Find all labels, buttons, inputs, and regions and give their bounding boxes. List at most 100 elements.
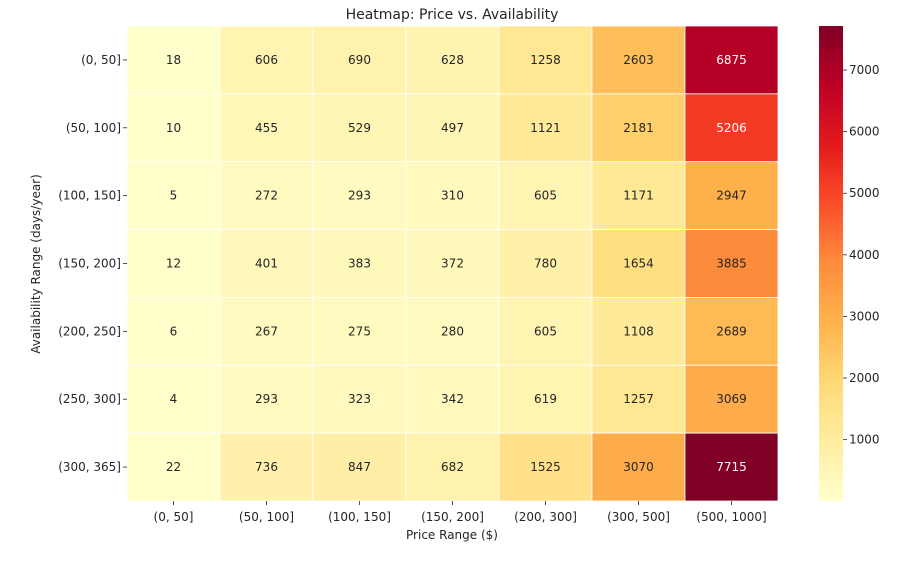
y-tick-label: (50, 100] bbox=[66, 121, 121, 135]
heatmap-cell bbox=[126, 25, 221, 95]
cell-value-label: 1171 bbox=[623, 189, 654, 203]
heatmap-cell bbox=[684, 93, 779, 163]
cell-value-label: 6 bbox=[170, 324, 178, 338]
colorbar-tick-label: 3000 bbox=[849, 309, 880, 323]
cell-value-label: 18 bbox=[166, 53, 181, 67]
cell-value-label: 497 bbox=[441, 121, 464, 135]
cell-value-label: 383 bbox=[348, 257, 371, 271]
heatmap-cell bbox=[219, 364, 314, 434]
y-tick-label: (150, 200] bbox=[58, 257, 121, 271]
heatmap-cell bbox=[312, 25, 407, 95]
heatmap-cell bbox=[591, 161, 686, 230]
cell-value-label: 1108 bbox=[623, 324, 654, 338]
x-axis-ticks: (0, 50] (50, 100] (100, 150] (150, 200] (200… bbox=[154, 501, 767, 524]
heatmap-cell bbox=[591, 93, 686, 163]
cell-value-label: 6875 bbox=[716, 53, 747, 67]
heatmap-cell bbox=[312, 161, 407, 230]
cell-value-label: 323 bbox=[348, 392, 371, 406]
cell-value-label: 628 bbox=[441, 53, 464, 67]
heatmap-cell bbox=[126, 432, 221, 502]
heatmap-cell bbox=[684, 229, 779, 298]
heatmap-cell bbox=[498, 364, 593, 434]
heatmap-cell bbox=[219, 25, 314, 95]
colorbar-tick-label: 2000 bbox=[849, 371, 880, 385]
cell-value-label: 293 bbox=[348, 189, 371, 203]
x-tick-label: (300, 500] bbox=[607, 510, 670, 524]
cell-value-label: 2603 bbox=[623, 53, 654, 67]
heatmap-cell bbox=[219, 229, 314, 298]
x-tick-label: (200, 300] bbox=[514, 510, 577, 524]
cell-value-label: 619 bbox=[534, 392, 557, 406]
cell-value-label: 342 bbox=[441, 392, 464, 406]
heatmap-cell bbox=[498, 25, 593, 95]
cell-value-label: 372 bbox=[441, 257, 464, 271]
y-tick-label: (300, 365] bbox=[58, 460, 121, 474]
heatmap-cell bbox=[312, 364, 407, 434]
cell-value-label: 272 bbox=[255, 189, 278, 203]
x-tick-label: (0, 50] bbox=[154, 510, 194, 524]
cell-value-label: 1525 bbox=[530, 460, 561, 474]
heatmap-cell bbox=[405, 25, 500, 95]
heatmap-cell bbox=[405, 364, 500, 434]
cell-value-label: 5 bbox=[170, 189, 178, 203]
cell-value-label: 605 bbox=[534, 189, 557, 203]
heatmap-cell bbox=[126, 364, 221, 434]
cell-value-label: 1121 bbox=[530, 121, 561, 135]
y-axis-label: Availability Range (days/year) bbox=[29, 174, 43, 354]
cell-value-label: 3069 bbox=[716, 392, 747, 406]
heatmap-cell bbox=[312, 93, 407, 163]
cell-value-label: 280 bbox=[441, 324, 464, 338]
cell-value-label: 455 bbox=[255, 121, 278, 135]
cell-value-label: 2947 bbox=[716, 189, 747, 203]
cell-value-label: 682 bbox=[441, 460, 464, 474]
cell-value-label: 3885 bbox=[716, 257, 747, 271]
cell-value-label: 293 bbox=[255, 392, 278, 406]
chart-title: Heatmap: Price vs. Availability bbox=[346, 7, 559, 23]
cell-value-label: 275 bbox=[348, 324, 371, 338]
heatmap-cell bbox=[312, 297, 407, 366]
cell-value-label: 606 bbox=[255, 53, 278, 67]
cell-value-label: 3070 bbox=[623, 460, 654, 474]
heatmap-cell bbox=[498, 93, 593, 163]
cell-value-label: 7715 bbox=[716, 460, 747, 474]
y-tick-label: (250, 300] bbox=[58, 392, 121, 406]
heatmap-cell bbox=[684, 432, 779, 502]
cell-value-label: 690 bbox=[348, 53, 371, 67]
cell-value-label: 4 bbox=[170, 392, 178, 406]
x-axis-label: Price Range ($) bbox=[406, 528, 498, 542]
heatmap-cell bbox=[405, 229, 500, 298]
cell-value-label: 5206 bbox=[716, 121, 747, 135]
heatmap-cell bbox=[312, 432, 407, 502]
cell-value-label: 267 bbox=[255, 324, 278, 338]
colorbar-tick-label: 6000 bbox=[849, 125, 880, 139]
x-tick-label: (50, 100] bbox=[239, 510, 294, 524]
colorbar bbox=[819, 26, 843, 501]
heatmap-cell bbox=[126, 161, 221, 230]
cell-value-label: 310 bbox=[441, 189, 464, 203]
colorbar-tick-label: 5000 bbox=[849, 186, 880, 200]
y-tick-label: (200, 250] bbox=[58, 324, 121, 338]
cell-value-label: 12 bbox=[166, 257, 181, 271]
cell-value-label: 2689 bbox=[716, 324, 747, 338]
y-axis-ticks: (0, 50] (50, 100] (100, 150] (150, 200] (200… bbox=[58, 53, 127, 474]
cell-value-label: 736 bbox=[255, 460, 278, 474]
heatmap-cell bbox=[591, 432, 686, 502]
cell-value-label: 401 bbox=[255, 257, 278, 271]
heatmap-cell bbox=[684, 364, 779, 434]
cell-value-label: 847 bbox=[348, 460, 371, 474]
heatmap-cells: 18 606 690 628 1258 2603 6875 10 455 529 497 1121 21… bbox=[126, 25, 779, 502]
x-tick-label: (150, 200] bbox=[421, 510, 484, 524]
cell-value-label: 1258 bbox=[530, 53, 561, 67]
cell-value-label: 1257 bbox=[623, 392, 654, 406]
heatmap-cell bbox=[219, 161, 314, 230]
cell-value-label: 22 bbox=[166, 460, 181, 474]
colorbar-tick-label: 4000 bbox=[849, 248, 880, 262]
heatmap-cell bbox=[684, 161, 779, 230]
y-tick-label: (0, 50] bbox=[81, 53, 121, 67]
cell-value-label: 2181 bbox=[623, 121, 654, 135]
heatmap-cell bbox=[126, 297, 221, 366]
heatmap-cell bbox=[498, 161, 593, 230]
cell-value-label: 10 bbox=[166, 121, 181, 135]
heatmap-cell bbox=[405, 432, 500, 502]
heatmap-cell bbox=[126, 229, 221, 298]
